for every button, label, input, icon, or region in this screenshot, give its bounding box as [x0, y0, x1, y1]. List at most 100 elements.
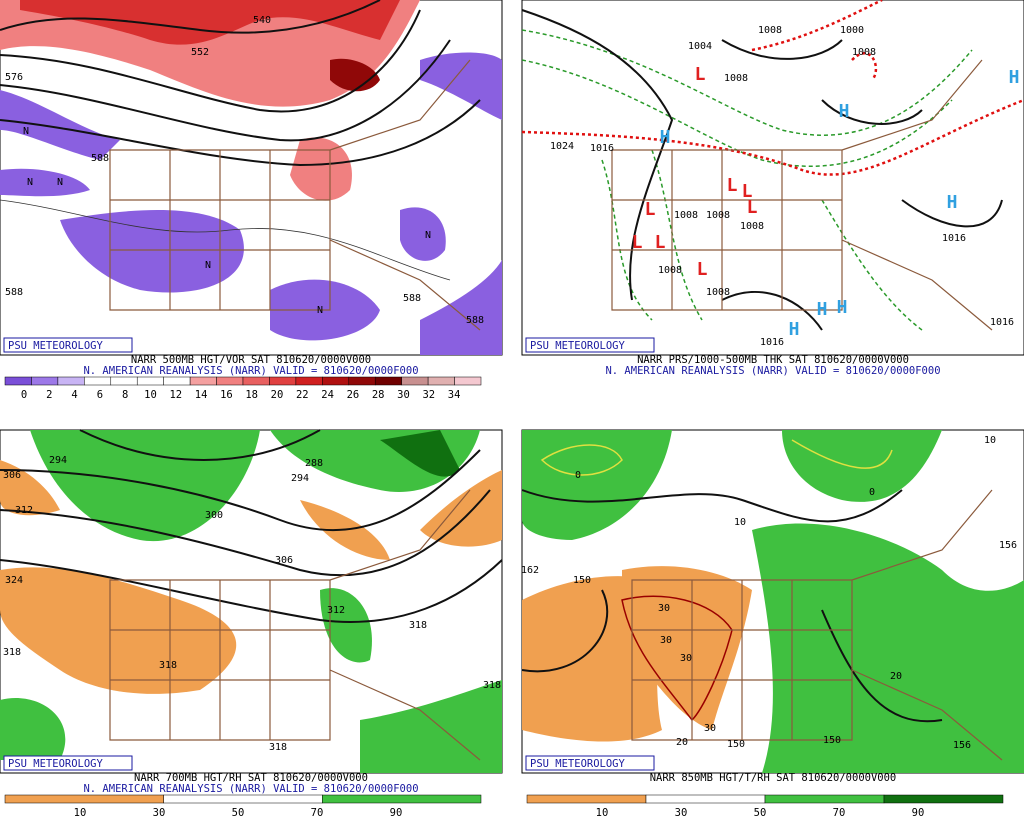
height-contour	[0, 0, 381, 34]
contour-label: 294	[291, 473, 309, 484]
colorbar-label: 90	[912, 807, 925, 819]
contour-label: 312	[327, 605, 345, 616]
thickness-contour	[601, 149, 923, 331]
colorbar-label: 10	[596, 807, 609, 819]
colorbar-label: 16	[220, 389, 233, 401]
caption: N. AMERICAN REANALYSIS (NARR) VALID = 81…	[83, 783, 418, 795]
colorbar-cell	[269, 376, 297, 386]
panel: 1008 1000 1004 1008 1008 1024 1016 1008 1008 1008…	[521, 0, 1024, 377]
colorbar-cell	[322, 376, 350, 386]
contour-label: N	[425, 230, 431, 241]
contour-label: 294	[49, 455, 67, 466]
contour-label: 30	[680, 653, 692, 664]
colorbar-label: 30	[397, 389, 410, 401]
contour-label: 1008	[658, 265, 682, 276]
pressure-center: H	[1009, 67, 1020, 88]
colorbar-cell	[883, 794, 1004, 804]
contour-label: 1008	[758, 25, 782, 36]
contour-label: 30	[704, 723, 716, 734]
colorbar-cell	[216, 376, 244, 386]
contour-label: 576	[5, 72, 23, 83]
panel: 540 552 576 588 588 588 588 N N N N N N PSU METEOROLO…	[0, 0, 503, 401]
colorbar-label: 30	[675, 807, 688, 819]
height-contour	[521, 489, 943, 723]
colorbar-cell	[526, 794, 647, 804]
colorbar-cell	[163, 376, 191, 386]
pressure-center: H	[839, 101, 850, 122]
contour-label: 1008	[674, 210, 698, 221]
contour-label: 318	[3, 647, 21, 658]
pressure-center: L	[697, 259, 708, 280]
contour-label: 1008	[724, 73, 748, 84]
source-label: PSU METEOROLOGY	[530, 340, 626, 352]
colorbar-label: 90	[390, 807, 403, 819]
height-contour	[0, 99, 481, 167]
contour-label: N	[317, 305, 323, 316]
colorbar-cell	[348, 376, 376, 386]
contour-label: 150	[727, 739, 745, 750]
caption: NARR 500MB HGT/VOR SAT 810620/0000V000	[131, 354, 371, 366]
contour-label: 318	[409, 620, 427, 631]
contour-label: 0	[575, 470, 581, 481]
label-box	[525, 337, 655, 353]
pressure-center: L	[645, 199, 656, 220]
humidity-area	[782, 430, 942, 502]
colorbar-cell	[189, 376, 217, 386]
colorbar-label: 20	[271, 389, 284, 401]
contour-label: 1016	[990, 317, 1014, 328]
colorbar-cell	[84, 376, 112, 386]
pressure-center: H	[789, 319, 800, 340]
contour-label: 30	[660, 635, 672, 646]
contour-label: 288	[305, 458, 323, 469]
colorbar-label: 28	[372, 389, 385, 401]
colorbar-cell	[31, 376, 59, 386]
vorticity-area	[420, 260, 502, 355]
colorbar-cell	[57, 376, 85, 386]
contour-label: 156	[953, 740, 971, 751]
pressure-center: L	[655, 232, 666, 253]
panel: 294 288 294 300 306 312 306 312 318 324 318 318 318 3…	[0, 429, 503, 819]
contour-label: 1008	[740, 221, 764, 232]
contour-label: 588	[466, 315, 484, 326]
colorbar-cell	[136, 376, 164, 386]
source-label: PSU METEOROLOGY	[530, 758, 626, 770]
colorbar-label: 70	[833, 807, 846, 819]
height-contour	[0, 429, 503, 623]
state-borders	[109, 489, 481, 761]
colorbar-cell	[110, 376, 138, 386]
temp-contour	[621, 595, 733, 722]
contour-label: 324	[5, 575, 23, 586]
contour-label: 318	[269, 742, 287, 753]
colorbar-cell	[163, 794, 323, 804]
label-box	[3, 337, 133, 353]
colorbar-label: 22	[296, 389, 309, 401]
pressure-center: L	[727, 175, 738, 196]
contour-label: 312	[15, 505, 33, 516]
caption: N. AMERICAN REANALYSIS (NARR) VALID = 81…	[605, 365, 940, 377]
colorbar-label: 2	[46, 389, 52, 401]
vorticity-area	[290, 137, 352, 201]
humidity-area	[320, 588, 372, 663]
contour-label: 588	[5, 287, 23, 298]
contour-label: N	[57, 177, 63, 188]
pressure-center: H	[947, 192, 958, 213]
pressure-contour	[521, 9, 1003, 331]
colorbar-cell	[242, 376, 270, 386]
contour-label: 156	[999, 540, 1017, 551]
state-borders	[631, 489, 1003, 761]
colorbar-label: 12	[169, 389, 182, 401]
warm-area	[622, 566, 752, 730]
humidity-area	[0, 680, 502, 773]
temp-contour	[540, 439, 893, 476]
pressure-center: H	[837, 297, 848, 318]
height-contour	[0, 39, 451, 142]
contour-label: N	[205, 260, 211, 271]
colorbar-cell	[374, 376, 402, 386]
contour-label: 30	[658, 603, 670, 614]
colorbar-cell	[645, 794, 766, 804]
colorbar-label: 30	[153, 807, 166, 819]
pressure-center: H	[660, 127, 671, 148]
colorbar-label: 18	[245, 389, 258, 401]
vorticity-area	[400, 207, 446, 261]
